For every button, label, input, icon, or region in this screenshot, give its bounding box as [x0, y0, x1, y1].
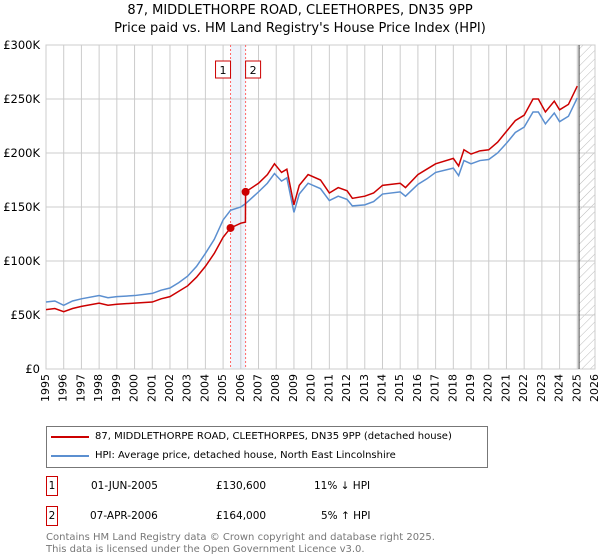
x-tick-label: 2017 [429, 374, 442, 402]
legend-red-line [51, 435, 89, 438]
x-tick-label: 2025 [570, 374, 583, 402]
transaction-price: £164,000 [216, 510, 267, 522]
y-tick-label: £250K [3, 92, 40, 106]
x-tick-label: 2012 [340, 374, 353, 402]
legend-hpi: HPI: Average price, detached house, Nort… [95, 450, 396, 461]
x-tick-label: 2002 [163, 374, 176, 402]
x-tick-label: 2021 [499, 374, 512, 402]
x-tick-label: 2001 [145, 374, 158, 402]
x-tick-label: 2016 [411, 374, 424, 402]
transaction-date: 07-APR-2006 [90, 510, 158, 522]
property-line [45, 85, 578, 313]
legend-blue-line [51, 454, 89, 457]
chart-title: 87, MIDDLETHORPE ROAD, CLEETHORPES, DN35… [127, 3, 473, 18]
x-tick-label: 2013 [358, 374, 371, 402]
sale-point [226, 223, 235, 232]
x-tick-label: 2019 [464, 374, 477, 402]
sale-label-box [215, 60, 232, 79]
legend-property: 87, MIDDLETHORPE ROAD, CLEETHORPES, DN35… [95, 431, 452, 442]
sale-label-box [245, 60, 262, 79]
x-tick-label: 2004 [198, 374, 211, 402]
x-tick-label: 2007 [252, 374, 265, 402]
footer-line2: This data is licensed under the Open Gov… [46, 544, 365, 555]
y-tick-label: £0 [25, 362, 40, 376]
transaction-hpi: 11% ↓ HPI [314, 480, 371, 492]
y-tick-label: £200K [3, 146, 40, 160]
hpi-line [45, 97, 578, 307]
transaction-number: 1 [46, 476, 58, 496]
x-tick-label: 2000 [128, 374, 141, 402]
x-tick-label: 2018 [446, 374, 459, 402]
x-tick-label: 2011 [322, 374, 335, 402]
x-tick-label: 2008 [269, 374, 282, 402]
footer: Contains HM Land Registry data © Crown c… [46, 532, 435, 556]
transaction-hpi: 5% ↑ HPI [321, 510, 371, 522]
y-tick-label: £300K [3, 38, 40, 52]
x-tick-label: 2005 [216, 374, 229, 402]
transaction-price: £130,600 [216, 480, 267, 492]
x-tick-label: 2015 [393, 374, 406, 402]
transaction-number: 2 [46, 506, 58, 526]
x-tick-label: 2020 [482, 374, 495, 402]
x-tick-label: 2014 [375, 374, 388, 402]
x-tick-label: 2009 [287, 374, 300, 402]
x-tick-label: 1997 [74, 374, 87, 402]
y-tick-label: £100K [3, 254, 40, 268]
sale-label: 1 [220, 64, 227, 77]
legend: 87, MIDDLETHORPE ROAD, CLEETHORPES, DN35… [46, 426, 488, 468]
x-tick-label: 1999 [110, 374, 123, 402]
sale-point [241, 187, 250, 196]
y-tick-label: £150K [3, 200, 40, 214]
transaction-row: 1 01-JUN-2005 £130,600 11% ↓ HPI [46, 476, 546, 496]
x-tick-label: 1995 [39, 374, 52, 402]
x-tick-label: 2023 [535, 374, 548, 402]
x-tick-label: 2006 [234, 374, 247, 402]
x-tick-label: 2022 [517, 374, 530, 402]
x-tick-label: 2026 [588, 374, 600, 402]
x-tick-label: 1996 [57, 374, 70, 402]
x-tick-label: 2003 [181, 374, 194, 402]
x-tick-label: 2024 [553, 374, 566, 402]
transaction-date: 01-JUN-2005 [91, 480, 158, 492]
footer-line1: Contains HM Land Registry data © Crown c… [46, 532, 435, 543]
x-tick-label: 2010 [305, 374, 318, 402]
chart-subtitle: Price paid vs. HM Land Registry's House … [114, 21, 486, 36]
y-tick-label: £50K [11, 308, 41, 322]
transaction-row: 2 07-APR-2006 £164,000 5% ↑ HPI [46, 506, 546, 526]
x-tick-label: 1998 [92, 374, 105, 402]
sale-label: 2 [250, 64, 257, 77]
plot-area: 1995 1996 1997 1998 1999 2000 2001 2002 2003 2004… [3, 38, 600, 402]
